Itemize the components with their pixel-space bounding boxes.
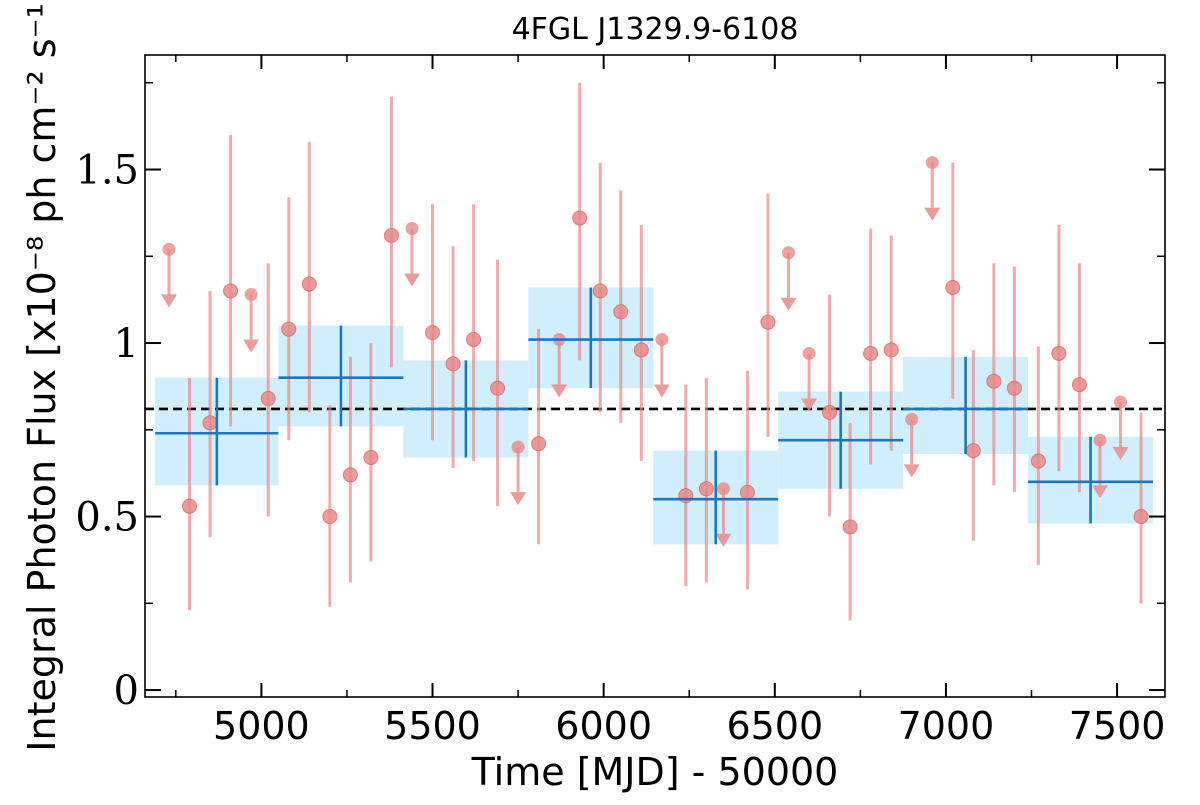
upper-limit-arrow [510,492,527,506]
upper-limit-arrow [160,294,177,308]
short-bin-point [592,283,608,299]
chart-title: 4FGL J1329.9-6108 [512,12,799,47]
y-tick-label: 0 [114,668,139,714]
x-tick-label: 5000 [213,704,310,748]
short-bin-point [822,404,838,420]
y-axis-label: Integral Photon Flux [x10⁻⁸ ph cm⁻² s⁻¹] [20,0,64,752]
upper-limit-arrow [403,273,420,287]
short-bin-point [760,314,776,330]
short-bin-point [1071,377,1087,393]
upper-limit-arrow [924,207,941,221]
plot-area: 5000 5500 6000 6500 7000 7500 0 0.5 1 1.5 [75,54,1166,748]
x-tick-label: 7500 [1069,704,1166,748]
upper-limit-marker [802,346,816,360]
x-axis-label: Time [MJD] - 50000 [471,750,839,794]
short-bin-point [613,304,629,320]
short-bin-point [1030,453,1046,469]
y-tick-label: 1 [114,321,139,367]
upper-limit-marker [244,287,258,301]
upper-limit-arrow [243,339,260,353]
short-bin-point [223,283,239,299]
upper-limit-arrow [653,384,670,398]
short-bin-point [490,380,506,396]
short-bin-point [202,415,218,431]
short-bin-point [445,356,461,372]
axes-frame [144,54,1166,698]
short-bin-point [883,342,899,358]
upper-limit-marker [511,440,525,454]
short-bin-point [633,342,649,358]
upper-limit-arrow [1091,485,1108,499]
upper-limit-marker [1093,433,1107,447]
short-bin-point [466,332,482,348]
short-bin-point [698,481,714,497]
short-bin-point [181,498,197,514]
upper-limit-marker [905,412,919,426]
upper-limit-arrow [801,398,818,412]
short-bin-point [301,276,317,292]
short-bin-point [986,373,1002,389]
y-tick-label: 0.5 [75,495,139,541]
upper-limit-marker [1114,395,1128,409]
x-tick-label: 5500 [384,704,481,748]
short-bin-point [842,519,858,535]
upper-limit-marker [405,222,419,236]
short-bin-point [260,391,276,407]
short-bin-point [1051,345,1067,361]
short-bin-point [425,325,441,341]
y-tick-label: 1.5 [75,148,139,194]
upper-limit-arrow [1112,447,1129,461]
short-bin-point [322,509,338,525]
short-bin-point [678,488,694,504]
short-bin-point [1133,509,1149,525]
short-bin-point [531,436,547,452]
short-bin-point [863,345,879,361]
upper-limit-arrow [551,384,568,398]
short-bin-point [281,321,297,337]
short-bin-point [965,443,981,459]
upper-limit-marker [925,156,939,170]
x-tick-label: 6500 [726,704,823,748]
upper-limit-marker [716,482,730,496]
upper-limit-arrow [780,297,797,311]
short-bin-point [945,280,961,296]
short-bin-point [739,484,755,500]
upper-limit-arrow [715,533,732,547]
upper-limit-marker [655,333,669,347]
x-tick-label: 6000 [555,704,652,748]
short-bin-point [572,210,588,226]
short-bin-point [363,450,379,466]
short-bin-point [1006,380,1022,396]
upper-limit-arrow [903,464,920,478]
upper-limit-marker [162,242,176,256]
short-bin-point [342,467,358,483]
x-tick-label: 7000 [898,704,995,748]
upper-limit-marker [781,246,795,260]
short-bin-point [383,227,399,243]
